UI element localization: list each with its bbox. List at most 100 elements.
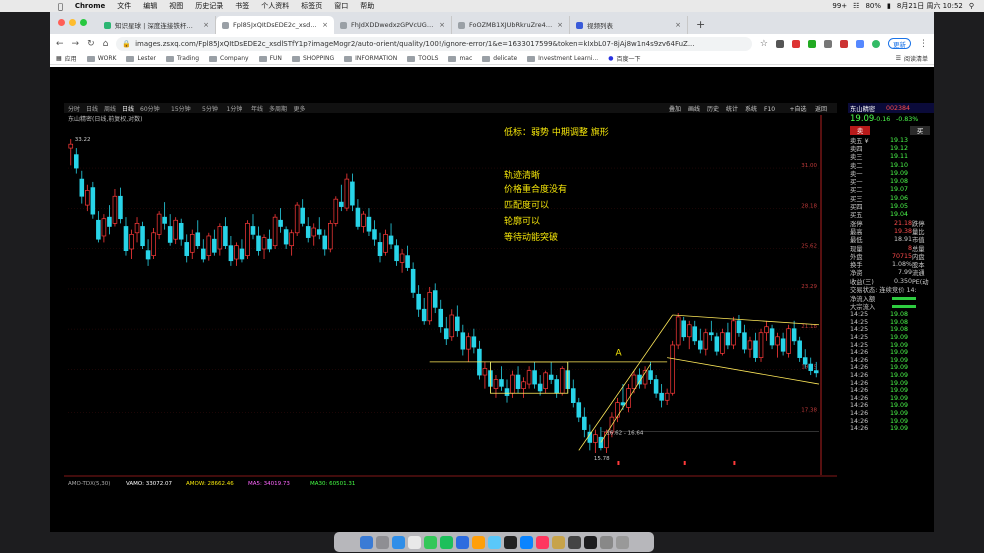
menu-view[interactable]: 视图 [164, 2, 183, 10]
toolbar-action-3[interactable]: 统计 [726, 105, 738, 113]
extension-icon[interactable] [824, 39, 832, 48]
close-tab-icon[interactable]: × [322, 21, 328, 29]
tab-zsxq[interactable]: 知识星球 | 深度连接铁杆粉丝, 运 × [98, 16, 216, 34]
period-tab-7[interactable]: 1分钟 [227, 105, 243, 113]
back-icon[interactable]: ← [56, 38, 64, 49]
search-icon[interactable]: ⚲ [968, 2, 974, 10]
extension-icon[interactable] [792, 39, 800, 48]
bookmark-baidu[interactable]: ● 百度一下 [608, 54, 640, 63]
app-icon[interactable] [519, 535, 533, 549]
bookmark-investment[interactable]: Investment Learni... [527, 55, 598, 62]
mail-icon[interactable] [455, 535, 469, 549]
app-icon[interactable] [535, 535, 549, 549]
toolbar-action-7[interactable]: 返回 [815, 106, 827, 113]
menu-app-chrome[interactable]: Chrome [70, 2, 105, 10]
wifi-icon[interactable]: ☷ [853, 2, 860, 10]
launchpad-icon[interactable] [375, 535, 389, 549]
zoom-window-button[interactable] [80, 19, 87, 26]
tab-image-active[interactable]: Fpl85JxQItDsEDE2c_xsdlSTfY × [216, 16, 334, 34]
trash-icon[interactable] [615, 535, 629, 549]
extension-icon[interactable] [808, 39, 816, 48]
close-tab-icon[interactable]: × [675, 21, 681, 29]
notification-count[interactable]: 99+ [832, 2, 848, 10]
clock[interactable]: 8月21日 周六 10:52 [896, 2, 963, 10]
bookmark-shopping[interactable]: SHOPPING [291, 55, 334, 62]
period-tab-6[interactable]: 5分钟 [202, 105, 218, 113]
bookmark-fun[interactable]: FUN [258, 55, 282, 62]
bookmark-delicate[interactable]: delicate [482, 55, 517, 62]
address-bar[interactable]: 🔒 images.zsxq.com/Fpl85JxQItDsEDE2c_xsdl… [116, 36, 752, 51]
bookmark-work[interactable]: WORK [86, 55, 116, 62]
battery-percent[interactable]: 80% [865, 2, 882, 10]
home-icon[interactable]: ⌂ [102, 38, 109, 49]
notes-icon[interactable] [471, 535, 485, 549]
tick-price: 19.09 [890, 349, 909, 357]
tab-image-2[interactable]: FhJdXDDwedxzGPVcUGmFs0 × [334, 16, 452, 34]
update-button[interactable]: 更新 [888, 38, 911, 49]
period-tab-8[interactable]: 年线 [251, 105, 263, 113]
reload-icon[interactable]: ↻ [87, 38, 95, 49]
extension-icon[interactable] [776, 39, 784, 48]
bookmark-information[interactable]: INFORMATION [344, 55, 397, 62]
period-tab-4[interactable]: 60分钟 [140, 105, 160, 113]
toolbar-action-2[interactable]: 历史 [707, 105, 719, 113]
finder-icon[interactable] [359, 535, 373, 549]
menu-tab[interactable]: 标签页 [296, 2, 322, 10]
toolbar-action-0[interactable]: 叠加 [669, 105, 681, 113]
extension-icon[interactable] [840, 39, 848, 48]
messages-icon[interactable] [423, 535, 437, 549]
apple-icon[interactable]:  [0, 2, 69, 11]
toolbar-action-1[interactable]: 画线 [688, 105, 700, 113]
close-window-button[interactable] [58, 19, 65, 26]
toolbar-action-6[interactable]: +自选 [790, 105, 807, 113]
forward-icon[interactable]: → [71, 38, 80, 49]
app-icon[interactable] [599, 535, 613, 549]
bookmark-tools[interactable]: TOOLS [407, 55, 438, 62]
app-icon[interactable] [551, 535, 565, 549]
period-tab-0[interactable]: 分时 [68, 105, 80, 113]
kebab-menu-icon[interactable]: ⋮ [919, 38, 928, 49]
quote-row: 卖五 ¥ 19.13 [848, 136, 934, 145]
appstore-icon[interactable] [487, 535, 501, 549]
menu-window[interactable]: 窗口 [329, 2, 348, 10]
close-tab-icon[interactable]: × [439, 21, 445, 29]
menu-bookmarks[interactable]: 书签 [230, 2, 249, 10]
menu-edit[interactable]: 编辑 [138, 2, 157, 10]
period-tab-2[interactable]: 周线 [104, 105, 116, 113]
wechat-icon[interactable] [439, 535, 453, 549]
bookmark-company[interactable]: Company [209, 55, 249, 62]
app-icon[interactable] [583, 535, 597, 549]
bookmark-lester[interactable]: Lester [126, 55, 156, 62]
period-tab-1[interactable]: 日线 [86, 105, 98, 113]
menu-profile[interactable]: 个人资料 [256, 2, 289, 10]
close-tab-icon[interactable]: × [203, 21, 209, 29]
profile-avatar[interactable] [872, 39, 880, 48]
safari-icon[interactable] [391, 535, 405, 549]
period-tab-3[interactable]: 日线 [122, 105, 134, 113]
bookmark-apps[interactable]: ▦ 应用 [56, 54, 77, 63]
new-tab-button[interactable]: + [696, 18, 706, 31]
bookmark-trading[interactable]: Trading [166, 55, 199, 62]
minimize-window-button[interactable] [69, 19, 76, 26]
toolbar-action-4[interactable]: 系统 [745, 105, 757, 113]
tab-image-3[interactable]: FoOZMB1XJUbRkruZre42b58 × [452, 16, 570, 34]
terminal-icon[interactable] [503, 535, 517, 549]
period-tab-10[interactable]: 更多 [294, 105, 306, 113]
tab-video-list[interactable]: 视频列表 × [570, 16, 688, 34]
bookmark-mac[interactable]: mac [448, 55, 472, 62]
menu-history[interactable]: 历史记录 [190, 2, 223, 10]
candlestick-chart-svg[interactable]: 分时 日线 周线 日线 60分钟 15分钟 5分钟 1分钟 年线 多周期 更多 叠加 画线 历史 统计 系统 F… [64, 103, 837, 525]
period-tab-9[interactable]: 多周期 [269, 105, 287, 113]
menu-help[interactable]: 帮助 [355, 2, 374, 10]
menu-file[interactable]: 文件 [112, 2, 131, 10]
period-tab-5[interactable]: 15分钟 [171, 105, 191, 113]
toolbar-action-5[interactable]: F10 [764, 106, 775, 113]
reading-list[interactable]: ☰ 阅读清单 [896, 54, 928, 63]
close-tab-icon[interactable]: × [557, 21, 563, 29]
bookmark-star-icon[interactable]: ☆ [759, 38, 768, 49]
chrome-icon[interactable] [407, 535, 421, 549]
buy-button[interactable]: 买 [910, 126, 930, 135]
extensions-puzzle-icon[interactable] [856, 39, 864, 48]
sell-button[interactable]: 卖 [850, 126, 870, 135]
app-icon[interactable] [567, 535, 581, 549]
